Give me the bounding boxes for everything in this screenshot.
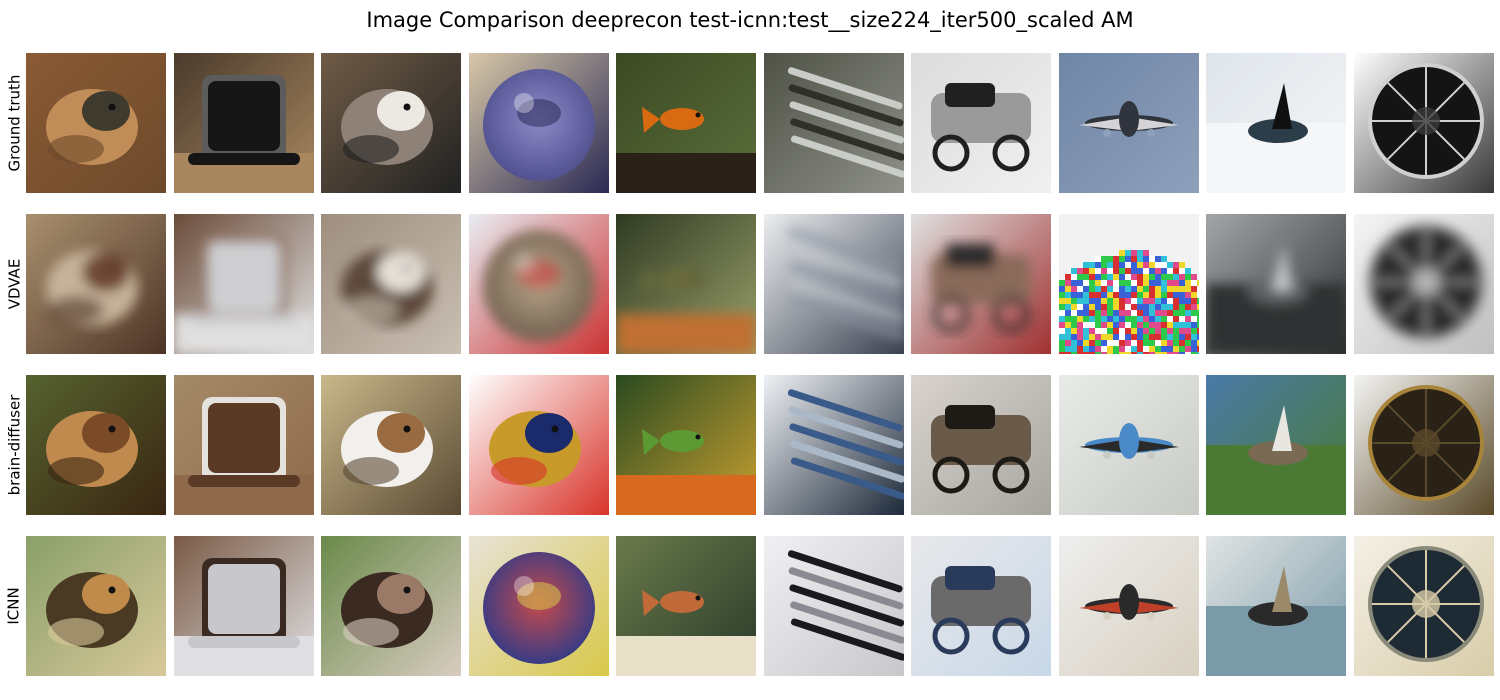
figure-title: Image Comparison deeprecon test-icnn:tes… xyxy=(366,8,1134,32)
machine-icnn-image xyxy=(911,536,1051,676)
bird-icnn-image xyxy=(1206,536,1346,676)
image-tile-helicopter xyxy=(1059,375,1199,515)
ornament-image xyxy=(469,375,609,515)
image-tile-orca xyxy=(1206,53,1346,193)
image-tile-camel xyxy=(321,375,461,515)
row-label: brain-diffuser xyxy=(5,394,23,496)
fish-icnn-image xyxy=(616,536,756,676)
image-tile-bat xyxy=(26,53,166,193)
image-tile-bronze-creature xyxy=(26,375,166,515)
image-tile-goldfish xyxy=(616,53,756,193)
animal-icnn-image xyxy=(321,536,461,676)
bat-icnn-image xyxy=(26,536,166,676)
snowmobile-image xyxy=(911,53,1051,193)
blur-mesh-image xyxy=(1354,214,1494,354)
tricycle-image xyxy=(911,375,1051,515)
image-tile-gun-icnn xyxy=(764,536,904,676)
image-tile-llama xyxy=(321,53,461,193)
image-tile-airplane xyxy=(1059,53,1199,193)
llama-image xyxy=(321,53,461,193)
image-tile-toy-gun xyxy=(764,375,904,515)
top-hat-image xyxy=(174,53,314,193)
tv-icnn-image xyxy=(174,536,314,676)
blur-orb-image xyxy=(469,214,609,354)
row-label: ICNN xyxy=(5,587,23,625)
blur-metal-image xyxy=(764,214,904,354)
goldfish-image xyxy=(616,53,756,193)
bronze-creature-image xyxy=(26,375,166,515)
ball-icnn-image xyxy=(469,536,609,676)
medallion-icnn-image xyxy=(1354,536,1494,676)
image-tile-medallion xyxy=(1354,375,1494,515)
image-tile-blur-orb xyxy=(469,214,609,354)
airplane-image xyxy=(1059,53,1199,193)
medallion-image xyxy=(1354,375,1494,515)
radio-image xyxy=(174,375,314,515)
bird-water-image xyxy=(1206,375,1346,515)
image-tile-noise xyxy=(1059,214,1199,354)
helicopter-image xyxy=(1059,375,1199,515)
blur-grey-image xyxy=(174,214,314,354)
image-tile-animal-icnn xyxy=(321,536,461,676)
image-tile-ornament xyxy=(469,375,609,515)
image-tile-bird-icnn xyxy=(1206,536,1346,676)
image-tile-fish-icnn xyxy=(616,536,756,676)
image-tile-blur-metal xyxy=(764,214,904,354)
image-tile-machine-icnn xyxy=(911,536,1051,676)
image-tile-tv-icnn xyxy=(174,536,314,676)
blur-mess-image xyxy=(911,214,1051,354)
image-tile-plane-icnn xyxy=(1059,536,1199,676)
image-tile-metal-strips xyxy=(764,53,904,193)
toy-gun-image xyxy=(764,375,904,515)
image-tile-top-hat xyxy=(174,53,314,193)
image-tile-tricycle xyxy=(911,375,1051,515)
blur-dark-image xyxy=(616,214,756,354)
bowling-ball-image xyxy=(469,53,609,193)
row-label: Ground truth xyxy=(5,74,24,172)
blur-fur-image xyxy=(321,214,461,354)
blur-brown-image xyxy=(26,214,166,354)
umbrella-image xyxy=(1354,53,1494,193)
image-tile-medallion-icnn xyxy=(1354,536,1494,676)
image-tile-blur-mesh xyxy=(1354,214,1494,354)
image-tile-bat-icnn xyxy=(26,536,166,676)
image-tile-snowmobile xyxy=(911,53,1051,193)
image-tile-ball-icnn xyxy=(469,536,609,676)
image-tile-blur-fin xyxy=(1206,214,1346,354)
orca-image xyxy=(1206,53,1346,193)
image-tile-bowling-ball xyxy=(469,53,609,193)
noise-image xyxy=(1059,214,1199,354)
metal-strips-image xyxy=(764,53,904,193)
image-tile-food xyxy=(616,375,756,515)
image-tile-blur-brown xyxy=(26,214,166,354)
image-tile-blur-grey xyxy=(174,214,314,354)
image-tile-blur-mess xyxy=(911,214,1051,354)
camel-image xyxy=(321,375,461,515)
image-tile-bird-water xyxy=(1206,375,1346,515)
gun-icnn-image xyxy=(764,536,904,676)
image-tile-blur-fur xyxy=(321,214,461,354)
blur-fin-image xyxy=(1206,214,1346,354)
plane-icnn-image xyxy=(1059,536,1199,676)
image-tile-blur-dark xyxy=(616,214,756,354)
row-label: VDVAE xyxy=(5,258,23,310)
image-tile-radio xyxy=(174,375,314,515)
image-tile-umbrella xyxy=(1354,53,1494,193)
bat-image xyxy=(26,53,166,193)
food-image xyxy=(616,375,756,515)
